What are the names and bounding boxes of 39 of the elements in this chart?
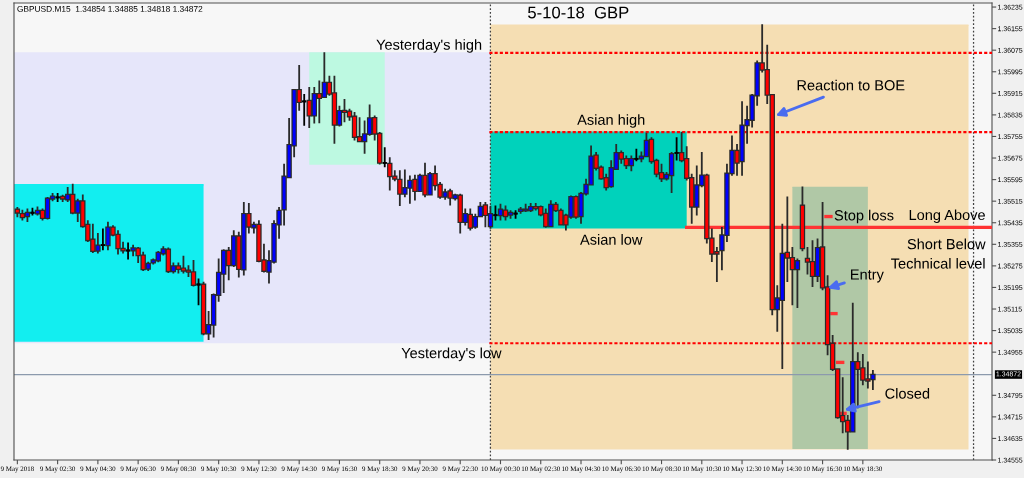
candlestick bbox=[44, 197, 51, 220]
annotation: Asian high bbox=[577, 114, 645, 128]
candlestick bbox=[658, 163, 665, 183]
candlestick bbox=[497, 203, 504, 221]
candlestick bbox=[24, 208, 31, 223]
candlestick bbox=[54, 192, 61, 203]
candlestick bbox=[331, 75, 338, 144]
candlestick bbox=[633, 148, 640, 162]
candlestick bbox=[502, 205, 509, 221]
candlestick bbox=[527, 202, 534, 213]
annotation: Yesterday's low bbox=[401, 347, 502, 362]
candlestick bbox=[492, 205, 499, 221]
annotation: Yesterday's high bbox=[376, 39, 482, 53]
candlestick bbox=[100, 228, 106, 251]
annotation: Asian low bbox=[580, 234, 643, 245]
annotation: Reaction to BOE bbox=[797, 79, 905, 91]
candlestick bbox=[165, 247, 172, 273]
candlestick bbox=[628, 155, 635, 172]
chart-title: 5-10-18 GBP bbox=[528, 6, 629, 19]
annotation: Stop loss bbox=[834, 209, 894, 224]
annotation: Technical level bbox=[891, 258, 985, 269]
candlestick bbox=[29, 207, 36, 216]
annotation: Closed bbox=[885, 388, 930, 399]
candlestick bbox=[799, 186, 806, 252]
candlestick bbox=[200, 281, 207, 336]
candlestick bbox=[487, 205, 494, 229]
annotation: Entry bbox=[851, 269, 884, 283]
candlestick bbox=[517, 207, 524, 214]
candlestick bbox=[341, 98, 348, 123]
annotation: GBPUSD.M15 1.34854 1.34885 1.34818 1.34872 bbox=[17, 5, 203, 12]
candlestick bbox=[190, 260, 197, 287]
candlestick bbox=[467, 208, 474, 231]
candlestick bbox=[809, 240, 816, 288]
annotation: Short Below bbox=[907, 238, 986, 250]
annotation: Long Above bbox=[909, 209, 985, 224]
candlestick bbox=[668, 152, 675, 193]
candlestick bbox=[482, 201, 489, 228]
candlestick bbox=[351, 112, 358, 141]
candlestick bbox=[19, 209, 26, 221]
